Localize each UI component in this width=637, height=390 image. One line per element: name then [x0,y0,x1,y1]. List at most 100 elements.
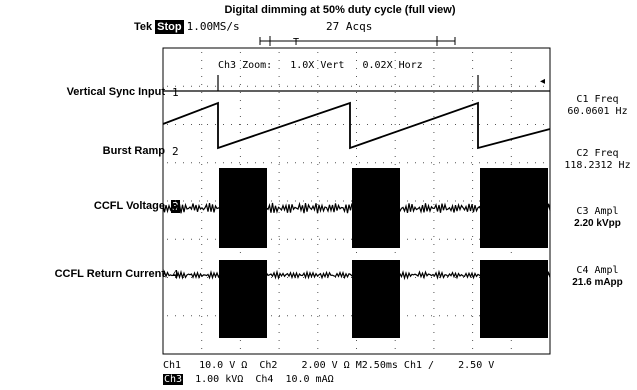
grid-dot [455,162,456,163]
grid-dot [327,201,328,202]
grid-dot [231,124,232,125]
grid-dot [201,292,202,293]
grid-dot [240,68,241,69]
grid-dot [317,132,318,133]
grid-dot [351,315,352,316]
grid-dot [287,162,288,163]
grid-dot [471,315,472,316]
grid-dot [201,260,202,261]
grid-dot [433,68,434,69]
grid-dot [495,86,496,87]
grid-dot [423,162,424,163]
grid-dot [317,324,318,325]
grid-dot [415,86,416,87]
grid-dot [356,140,357,141]
grid-dot [247,124,248,125]
grid-dot [431,201,432,202]
grid-dot [455,201,456,202]
ccfl-current-burst [219,260,267,338]
grid-dot [433,140,434,141]
grid-dot [439,277,440,278]
grid-dot [351,162,352,163]
grid-dot [317,292,318,293]
grid-dot [167,201,168,202]
grid-dot [472,84,473,85]
grid-dot [472,196,473,197]
grid-dot [479,162,480,163]
grid-dot [471,201,472,202]
grid-dot [279,220,280,221]
grid-dot [455,124,456,125]
grid-dot [303,315,304,316]
grid-dot [511,132,512,133]
grid-dot [279,340,280,341]
grid-dot [167,315,168,316]
grid-dot [317,180,318,181]
grid-dot [472,268,473,269]
grid-dot [201,228,202,229]
grid-dot [199,162,200,163]
grid-dot [367,86,368,87]
grid-dot [351,239,352,240]
grid-dot [199,124,200,125]
grid-dot [279,196,280,197]
grid-dot [279,162,280,163]
grid-dot [201,252,202,253]
grid-dot [395,116,396,117]
grid-dot [423,201,424,202]
grid-dot [407,201,408,202]
grid-dot [472,324,473,325]
grid-dot [495,124,496,125]
grid-dot [287,315,288,316]
grid-dot [495,162,496,163]
grid-dot [431,315,432,316]
grid-dot [317,68,318,69]
grid-dot [201,268,202,269]
grid-dot [455,86,456,87]
grid-dot [535,124,536,125]
grid-dot [279,164,280,165]
grid-dot [433,252,434,253]
grid-dot [215,201,216,202]
grid-dot [240,52,241,53]
grid-dot [367,162,368,163]
grid-dot [479,201,480,202]
grid-dot [433,132,434,133]
grid-dot [463,315,464,316]
grid-dot [311,124,312,125]
grid-dot [335,124,336,125]
grid-dot [279,76,280,77]
grid-dot [431,86,432,87]
grid-dot [433,52,434,53]
grid-dot [191,86,192,87]
grid-dot [201,92,202,93]
grid-dot [433,236,434,237]
grid-dot [317,244,318,245]
grid-dot [317,300,318,301]
grid-dot [433,76,434,77]
grid-dot [191,315,192,316]
grid-dot [201,132,202,133]
grid-dot [183,124,184,125]
grid-dot [279,228,280,229]
grid-dot [407,315,408,316]
grid-dot [167,162,168,163]
grid-dot [447,124,448,125]
grid-dot [239,124,240,125]
grid-dot [279,212,280,213]
grid-dot [463,124,464,125]
grid-dot [433,316,434,317]
grid-dot [359,86,360,87]
grid-dot [472,148,473,149]
grid-dot [279,68,280,69]
grid-dot [319,124,320,125]
grid-dot [271,124,272,125]
grid-dot [479,239,480,240]
grid-dot [356,116,357,117]
grid-dot [356,60,357,61]
grid-dot [279,100,280,101]
grid-dot [207,201,208,202]
grid-dot [311,162,312,163]
grid-dot [356,156,357,157]
